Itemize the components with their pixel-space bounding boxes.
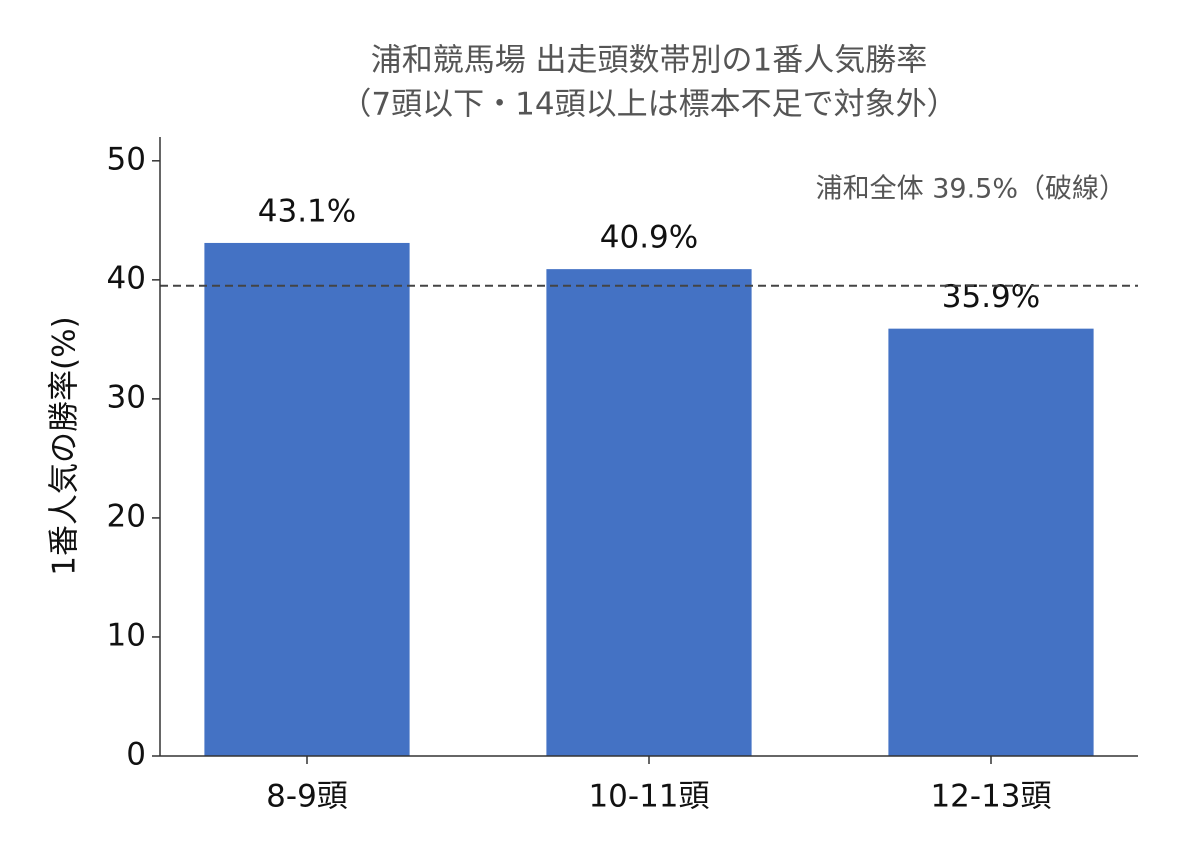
y-tick-label: 10 [107, 617, 146, 653]
x-tick-label: 10-11頭 [588, 779, 709, 815]
reference-annotation: 浦和全体 39.5%（破線） [816, 174, 1126, 205]
y-tick-label: 50 [107, 141, 146, 177]
chart-subtitle: （7頭以下・14頭以上は標本不足で対象外） [340, 87, 957, 123]
chart-title: 浦和競馬場 出走頭数帯別の1番人気勝率 [371, 43, 928, 79]
data-label: 43.1% [258, 193, 356, 229]
y-tick-label: 0 [126, 737, 146, 773]
bar [546, 269, 752, 756]
y-tick-label: 30 [107, 379, 146, 415]
x-tick-label: 12-13頭 [930, 779, 1051, 815]
bar [204, 242, 410, 757]
y-tick-label: 40 [107, 260, 146, 296]
data-label: 35.9% [942, 279, 1040, 315]
y-tick-label: 20 [107, 498, 146, 534]
data-label: 40.9% [600, 220, 698, 256]
x-tick-label: 8-9頭 [266, 779, 348, 815]
bar [888, 328, 1094, 756]
y-axis-label: 1番人気の勝率(%) [47, 316, 83, 575]
